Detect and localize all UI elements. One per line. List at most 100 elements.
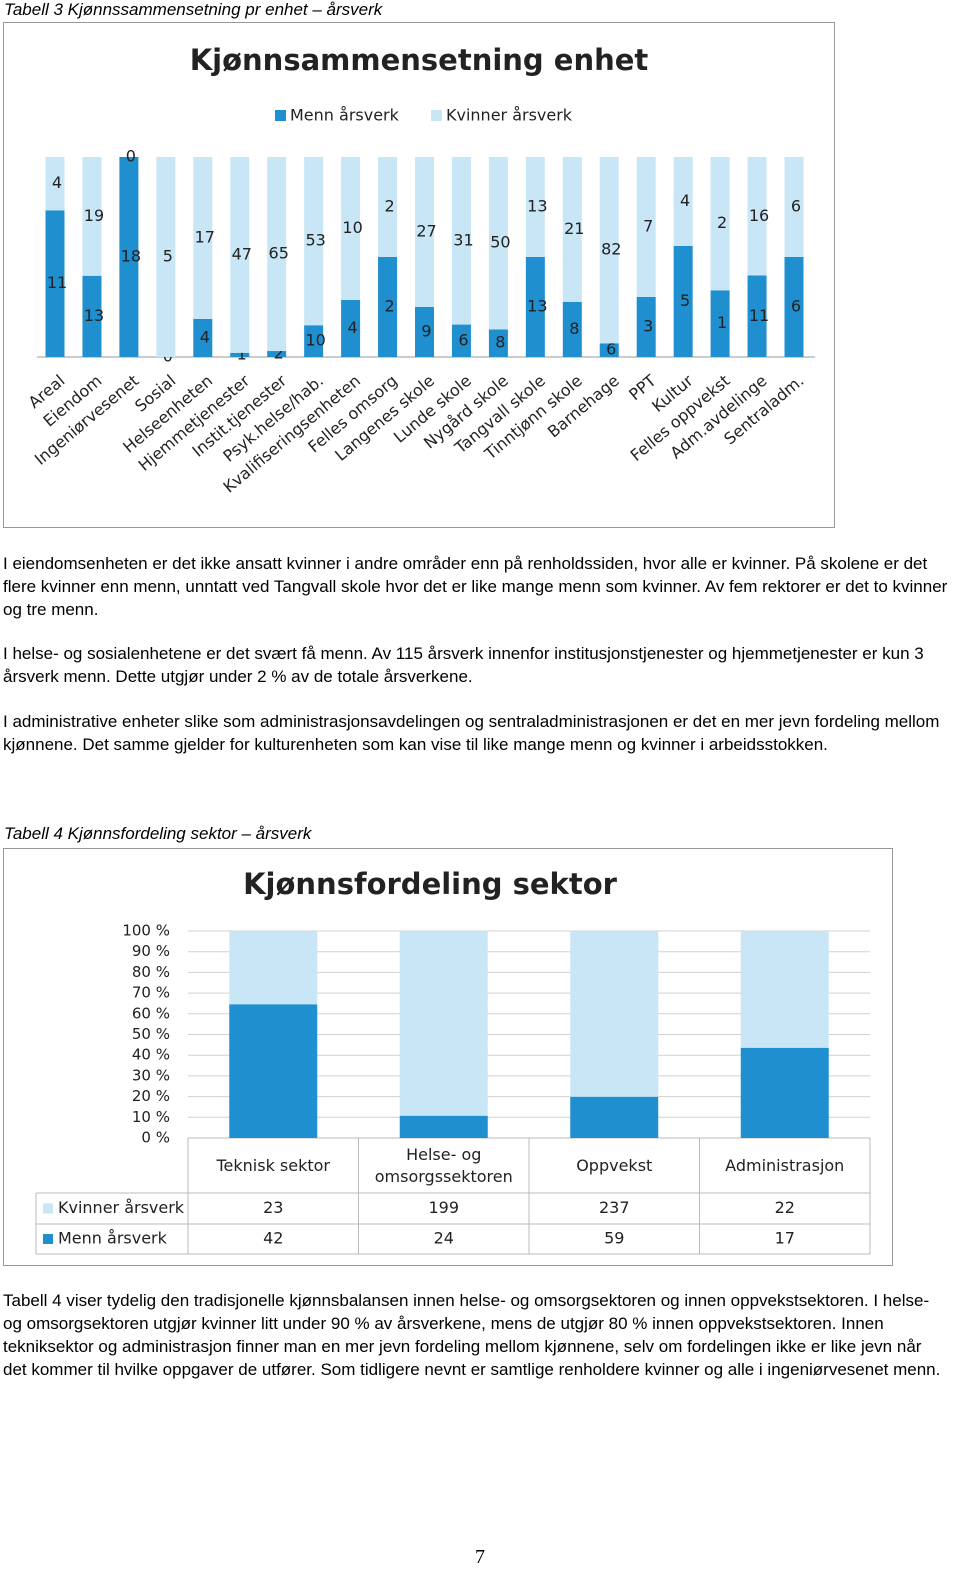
bar-segment — [399, 931, 488, 1116]
bar-segment — [570, 1096, 659, 1138]
bar-segment — [82, 157, 102, 276]
bar-segment — [451, 157, 471, 325]
bar-segment — [636, 157, 656, 297]
data-label: 27 — [416, 222, 436, 241]
bar-segment — [710, 290, 730, 357]
legend-key — [43, 1234, 53, 1244]
data-label: 10 — [342, 218, 362, 237]
data-label: 11 — [749, 306, 769, 325]
y-tick-label: 10 % — [132, 1108, 170, 1126]
bar-segment — [230, 157, 250, 353]
bar-segment — [451, 324, 471, 357]
x-tick-label-box: Administrasjon — [725, 1156, 845, 1175]
bar-segment — [119, 157, 139, 357]
x-tick-label-box: Teknisk sektor — [216, 1156, 331, 1175]
data-label: 4 — [680, 191, 690, 210]
data-label: 13 — [527, 197, 547, 216]
bar-segment — [267, 157, 287, 352]
bar-segment — [710, 157, 730, 291]
bar-segment — [229, 931, 318, 1005]
bar-segment — [570, 931, 659, 1097]
data-label: 16 — [749, 206, 769, 225]
bar-segment — [636, 297, 656, 357]
bar-segment — [740, 1047, 829, 1138]
bar-segment — [525, 257, 545, 357]
data-label: 53 — [305, 231, 325, 250]
data-label: 4 — [348, 318, 358, 337]
bar-segment — [784, 257, 804, 357]
bar-segment — [599, 157, 619, 344]
bar-segment — [267, 351, 287, 357]
table-value: 22 — [775, 1198, 795, 1217]
table-value: 17 — [775, 1229, 795, 1248]
legend-key — [431, 110, 442, 121]
y-tick-label: 60 % — [132, 1004, 170, 1022]
bar-segment — [156, 157, 176, 357]
chart: Kjønnsfordeling sektor 0 % 10 % 20 % 30 % 40 … — [3, 848, 893, 1266]
data-label: 1 — [717, 313, 727, 332]
bar-segment — [193, 157, 213, 319]
bar-segment — [562, 157, 582, 302]
bar-segment — [45, 210, 65, 357]
bar-segment — [747, 157, 767, 276]
bar-segment — [488, 157, 508, 330]
chart-title: Kjønnsfordeling sektor — [243, 867, 618, 901]
page-number: 7 — [475, 1546, 485, 1568]
data-label: 82 — [601, 240, 621, 259]
bar-segment — [673, 157, 693, 246]
data-label: 18 — [121, 247, 141, 266]
paragraph: I helse- og sosialenhetene er det svært … — [3, 644, 924, 686]
legend-key — [43, 1203, 53, 1214]
caption: Tabell 4 Kjønnsfordeling sektor – årsver… — [4, 824, 312, 843]
data-label: 2 — [274, 344, 284, 363]
data-label: 6 — [458, 330, 468, 349]
bar-segment — [304, 157, 324, 326]
data-label: 6 — [606, 340, 616, 359]
x-tick-label: Oppvekst — [576, 1156, 653, 1175]
data-label: 3 — [643, 317, 653, 336]
legend-key — [275, 110, 286, 121]
y-tick-label: 50 % — [132, 1025, 170, 1043]
bar-segment — [784, 157, 804, 257]
bar-segment — [341, 299, 361, 357]
data-label: 1 — [237, 344, 247, 363]
paragraph: I administrative enheter slike som admin… — [3, 712, 940, 754]
bar-segment — [673, 245, 693, 357]
bar-segment — [82, 275, 102, 357]
bar-segment — [525, 157, 545, 257]
data-label: 2 — [717, 213, 727, 232]
data-label: 6 — [791, 197, 801, 216]
bar-segment — [230, 352, 250, 357]
bar-segment — [488, 329, 508, 357]
y-tick-label: 30 % — [132, 1066, 170, 1084]
x-tick-label-box: Helse- og omsorgssektoren — [374, 1145, 513, 1186]
table-value: 24 — [434, 1229, 454, 1248]
bar-segment — [415, 157, 434, 307]
caption: Tabell 3 Kjønnssammensetning pr enhet – … — [4, 0, 383, 19]
data-label: 6 — [791, 297, 801, 316]
paragraph: I eiendomsenheten er det ikke ansatt kvi… — [3, 554, 948, 619]
y-tick-label: 40 % — [132, 1046, 170, 1064]
data-label: 13 — [527, 297, 547, 316]
data-label: 7 — [643, 217, 653, 236]
legend-label: Kvinner årsverk — [446, 106, 573, 125]
bar-segment — [193, 318, 213, 357]
table-value: 23 — [263, 1198, 283, 1217]
x-tick-label: Administrasjon — [725, 1156, 845, 1175]
table-value: 237 — [599, 1198, 630, 1217]
bar-segment — [45, 157, 65, 211]
bar-segment — [378, 157, 398, 257]
bar-segment — [599, 343, 619, 357]
y-tick-label: 80 % — [132, 963, 170, 981]
data-label: 4 — [52, 173, 62, 192]
bar-segment — [304, 325, 324, 357]
x-tick-label: Helse- og omsorgssektoren — [374, 1145, 513, 1186]
data-label: 2 — [384, 197, 394, 216]
x-tick-label: Teknisk sektor — [216, 1156, 331, 1175]
data-label: 10 — [305, 331, 325, 350]
data-label: 5 — [163, 247, 173, 266]
data-label: 8 — [495, 333, 505, 352]
data-label: 11 — [47, 273, 67, 292]
data-label: 9 — [421, 322, 431, 341]
